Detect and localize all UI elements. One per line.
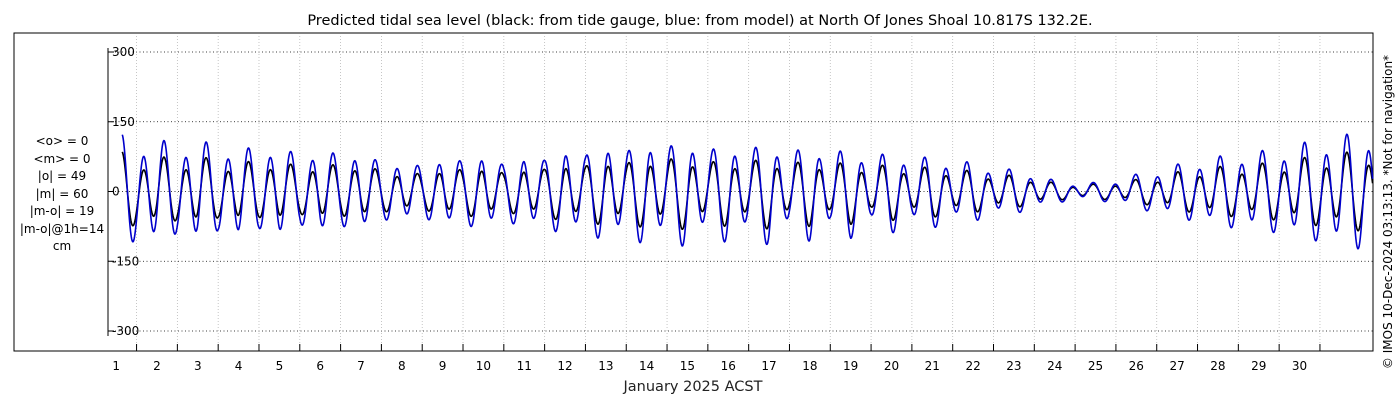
x-tick-label: 10 [476,359,491,373]
x-tick-label: 24 [1047,359,1062,373]
x-tick-label: 7 [357,359,365,373]
x-tick-label: 4 [235,359,243,373]
x-tick-label: 8 [398,359,406,373]
stat-unit: cm [52,239,72,253]
stats-panel: <o> = 0 <m> = 0 |o| = 49 |m| = 60 |m-o| … [14,133,110,256]
x-tick-label: 25 [1088,359,1103,373]
y-tick-label: -150 [112,254,139,268]
x-tick-label: 17 [761,359,776,373]
y-tick-label: -300 [112,324,139,338]
x-tick-label: 16 [721,359,736,373]
x-tick-label: 2 [153,359,161,373]
x-tick-label: 13 [598,359,613,373]
y-tick-label: 150 [112,115,135,129]
x-tick-label: 11 [517,359,532,373]
x-axis-label: January 2025 ACST [623,379,763,395]
axis-layer [107,48,1321,351]
outer-frame [13,32,1374,352]
x-tick-label: 1 [112,359,120,373]
x-tick-label: 23 [1006,359,1021,373]
x-tick-label: 28 [1210,359,1225,373]
stat-abs-obs: |o| = 49 [37,169,87,183]
x-tick-label: 15 [680,359,695,373]
series-layer [121,133,1374,250]
x-tick-label: 29 [1251,359,1266,373]
x-tick-label: 18 [802,359,817,373]
stat-mean-obs: <o> = 0 [35,134,89,148]
series-model-line [121,133,1374,250]
stat-abs-diff-1h: |m-o|@1h=14 [19,221,105,236]
y-tick-label: 300 [112,45,135,59]
x-tick-label: 20 [884,359,899,373]
series-gauge-line [121,151,1374,232]
stat-abs-model: |m| = 60 [35,186,89,201]
x-tick-label: 21 [925,359,940,373]
x-tick-label: 14 [639,359,654,373]
x-tick-label: 9 [439,359,447,373]
chart-title: Predicted tidal sea level (black: from t… [307,13,1092,29]
copyright-note: © IMOS 10-Dec-2024 03:13:13. *Not for na… [1381,55,1395,369]
x-tick-label: 27 [1169,359,1184,373]
x-tick-label: 6 [316,359,324,373]
x-tick-label: 3 [194,359,202,373]
x-tick-label: 5 [276,359,284,373]
x-tick-label: 12 [557,359,572,373]
x-tick-label: 30 [1292,359,1307,373]
x-tick-label: 22 [965,359,980,373]
stat-abs-diff: |m-o| = 19 [29,204,95,218]
grid-layer [108,36,1373,348]
x-tick-label: 19 [843,359,858,373]
y-tick-label: 0 [112,185,120,199]
stat-mean-model: <m> = 0 [33,151,91,166]
x-tick-label: 26 [1129,359,1144,373]
